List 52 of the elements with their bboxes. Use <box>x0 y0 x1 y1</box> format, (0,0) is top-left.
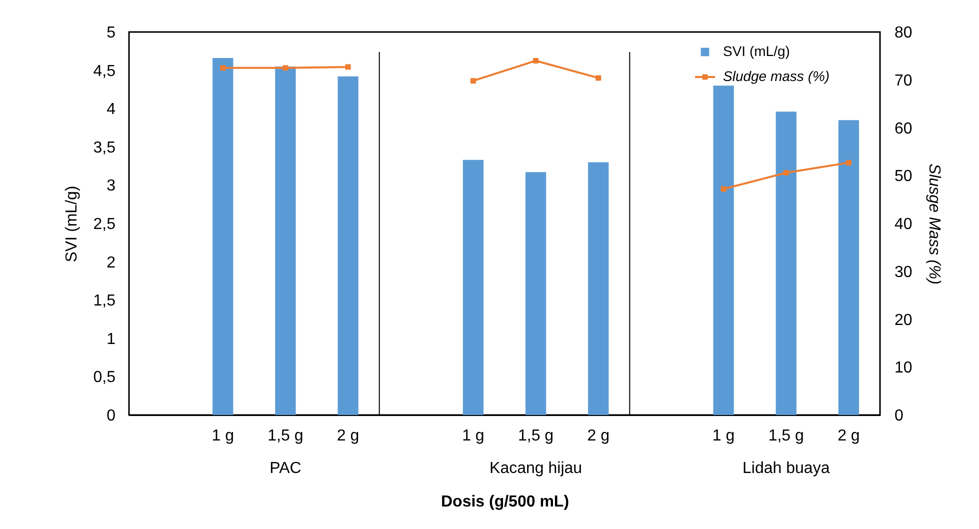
legend-label: SVI (mL/g) <box>723 43 790 59</box>
y2-tick-label: 70 <box>894 72 912 90</box>
x-tick-label: 1,5 g <box>768 428 804 444</box>
x-tick-label: 2 g <box>587 428 610 444</box>
x-tick-label: 1 g <box>712 428 735 444</box>
y-tick-label: 2,5 <box>93 216 116 233</box>
y2-tick-label: 30 <box>894 264 912 281</box>
bar <box>275 66 296 415</box>
bar <box>212 58 234 415</box>
bar <box>713 86 734 415</box>
y-tick-label: 2 <box>106 254 116 272</box>
y-tick-label: 3,5 <box>93 139 116 156</box>
y-tick-label: 1,5 <box>93 292 116 310</box>
x-tick-label: 1 g <box>212 428 234 444</box>
bar <box>776 112 796 415</box>
y2-tick-label: 50 <box>894 168 912 186</box>
bar <box>838 120 860 415</box>
y2-tick-label: 10 <box>894 360 912 377</box>
y2-tick-label: 80 <box>894 24 912 42</box>
x-tick-label: 1 g <box>462 428 484 444</box>
x-tick-label: 2 g <box>336 428 360 444</box>
y2-axis-title: Slusge Mass (%) <box>925 164 942 284</box>
y2-tick-label: 40 <box>894 216 912 233</box>
x-tick-label: 2 g <box>838 428 860 444</box>
y2-tick-label: 20 <box>894 312 912 329</box>
y2-tick-label: 0 <box>894 408 904 424</box>
legend-label: Sludge mass (%) <box>723 68 830 84</box>
text: Kacang hijau <box>490 460 582 477</box>
text: PAC <box>270 460 302 477</box>
y-tick-label: 5 <box>106 24 116 42</box>
y-axis-title: SVI (mL/g) <box>63 186 80 262</box>
bar <box>462 160 484 415</box>
bar <box>338 76 358 415</box>
point <box>220 65 226 71</box>
x-tick-label: 1,5 g <box>268 428 304 444</box>
point <box>282 65 288 71</box>
bar <box>588 162 609 415</box>
y-tick-label: 4 <box>106 101 116 118</box>
point <box>783 170 789 176</box>
point <box>846 160 852 166</box>
y-tick-label: 0,5 <box>93 369 116 386</box>
y-tick-label: 1 <box>106 330 116 348</box>
y-tick-label: 3 <box>106 178 116 195</box>
text: Lidah buaya <box>742 460 830 477</box>
x-tick-label: 1,5 g <box>518 428 554 444</box>
bar <box>525 172 546 415</box>
y-tick-label: 4,5 <box>93 62 116 80</box>
y-tick-label: 0 <box>106 408 116 424</box>
y2-tick-label: 60 <box>894 120 912 138</box>
point <box>720 186 726 192</box>
x-axis-title: Dosis (g/500 mL) <box>440 494 570 510</box>
point <box>345 64 351 70</box>
